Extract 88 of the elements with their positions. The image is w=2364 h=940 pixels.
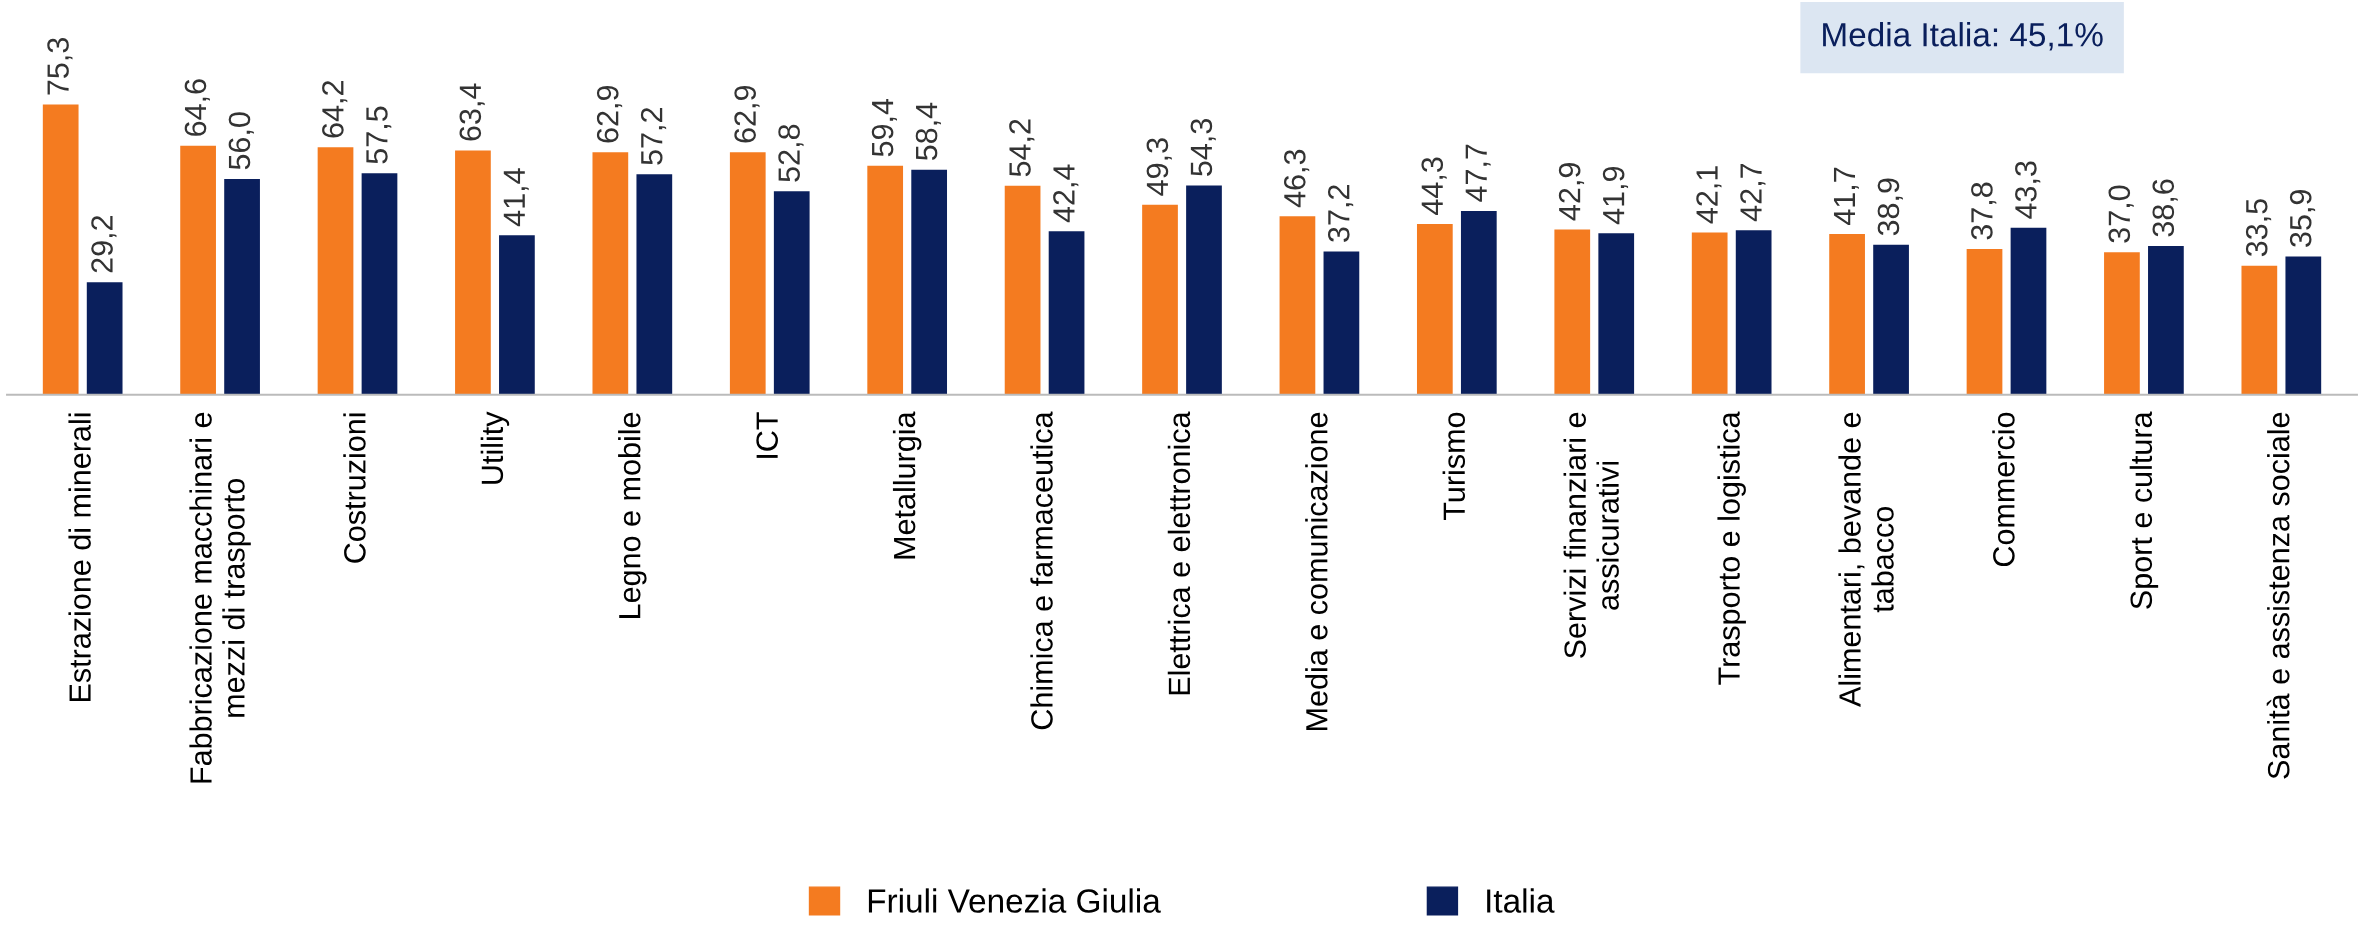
x-tick-label: Costruzioni: [343, 413, 366, 563]
data-label: 42,1: [1696, 166, 1722, 224]
x-tick-label: ICT: [756, 412, 778, 458]
data-label: 38,6: [2152, 179, 2178, 237]
data-label: 37,2: [1327, 185, 1354, 242]
data-label: 38,9: [1877, 178, 1903, 236]
bar: [2010, 227, 2047, 395]
bar: [499, 235, 535, 395]
bar: [1323, 251, 1360, 395]
bar: [2285, 256, 2322, 395]
data-label: 42,7: [1740, 163, 1766, 222]
x-tick-label: Commercio: [1992, 412, 2015, 567]
data-label: 37,8: [1971, 182, 1997, 240]
data-label: 35,9: [2289, 190, 2316, 247]
data-label: 52,8: [778, 124, 804, 182]
bar: [1279, 216, 1316, 395]
data-label: 54,3: [1190, 119, 1216, 176]
data-label: 41,9: [1602, 166, 1629, 225]
bar: [1691, 232, 1728, 395]
bar: [180, 145, 216, 395]
data-label: 56,0: [228, 112, 254, 170]
bar: [1554, 229, 1591, 395]
text: Media Italia: 45,1%: [1823, 22, 2103, 51]
bar: [729, 152, 766, 395]
data-label: 37,0: [2108, 185, 2134, 243]
data-label: 64,2: [322, 81, 348, 138]
data-label: 58,4: [915, 102, 941, 161]
data-label: 43,3: [2015, 161, 2041, 219]
data-label: 54,2: [1009, 119, 1035, 177]
bar: [867, 165, 904, 395]
x-tick-label: Servizi finanziari e assicurativi: [1563, 412, 1619, 658]
bar: [224, 178, 260, 395]
legend-label: Italia: [1487, 888, 1555, 913]
bar: [317, 147, 354, 395]
x-tick-label: Alimentari, bevande e tabacco: [1838, 412, 1894, 707]
bar: [911, 169, 948, 395]
bar: [1966, 249, 2003, 395]
bar: [773, 191, 810, 395]
bar: [1048, 231, 1085, 395]
x-tick-label: Media e comunicazione: [1305, 412, 1328, 730]
x-tick-label: Trasporto e logistica: [1717, 411, 1746, 685]
data-label: 41,7: [1833, 167, 1859, 225]
x-tick-label: Legno e mobile: [618, 412, 647, 618]
data-label: 57,2: [640, 108, 667, 165]
x-tick-label: Sanità e assistenza sociale: [2266, 412, 2290, 779]
bar: [1004, 185, 1041, 395]
data-label: 64,6: [184, 79, 210, 136]
bar: [1186, 185, 1222, 395]
bar: [2104, 252, 2140, 395]
data-label: 62,9: [734, 85, 760, 143]
bar: [1735, 230, 1772, 395]
data-label: 41,4: [503, 168, 529, 227]
x-tick-label: Turismo: [1442, 412, 1466, 520]
data-label: 57,5: [366, 106, 392, 164]
x-tick-label: Sport e cultura: [2129, 411, 2159, 609]
x-tick-label: Fabbricazione macchinari e mezzi di trasporto: [189, 412, 251, 783]
bar: [1142, 204, 1178, 395]
x-tick-label: Elettrica e elettronica: [1167, 411, 1191, 695]
bar: [2148, 245, 2184, 395]
bar: [1416, 224, 1453, 395]
data-label: 44,3: [1421, 157, 1447, 215]
bar: [1598, 233, 1635, 395]
bar: [361, 173, 398, 395]
data-label: 62,9: [596, 85, 623, 143]
bar: [1460, 210, 1497, 395]
bar: [1829, 234, 1865, 395]
bar: [1873, 244, 1909, 395]
bar: [42, 104, 79, 395]
data-label: 29,2: [91, 215, 117, 273]
data-label: 42,4: [1053, 164, 1079, 223]
bar: [636, 174, 673, 395]
bar: [455, 150, 491, 395]
bar: [592, 152, 629, 395]
data-label: 75,3: [47, 38, 73, 95]
data-label: 42,9: [1558, 163, 1585, 221]
x-tick-label: Estrazione di minerali: [68, 413, 91, 702]
bar: [2241, 265, 2278, 395]
data-label: 47,7: [1465, 144, 1491, 202]
data-label: 59,4: [871, 98, 897, 157]
data-label: 49,3: [1146, 138, 1172, 196]
data-label: 33,5: [2245, 199, 2272, 257]
legend-label: Friuli Venezia Giulia: [868, 888, 1161, 913]
data-label: 46,3: [1283, 149, 1310, 208]
x-tick-label: Chimica e farmaceutica: [1030, 411, 1053, 730]
x-tick-label: Metallurgia: [892, 411, 922, 559]
bar: [86, 282, 123, 395]
x-tick-label: Utility: [480, 411, 510, 484]
data-label: 63,4: [459, 83, 485, 141]
